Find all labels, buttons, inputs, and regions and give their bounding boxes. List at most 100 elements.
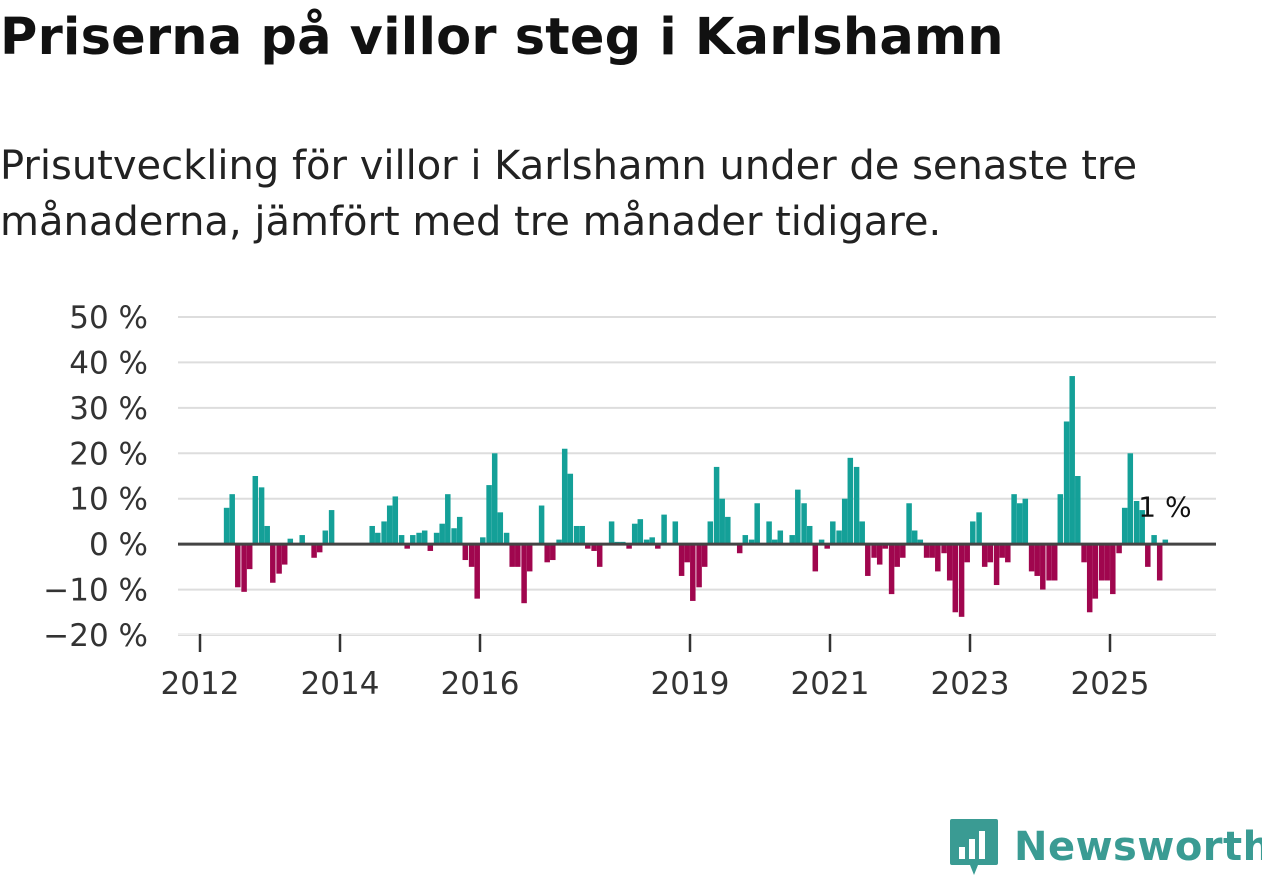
x-axis-labels: 2012 2014 2016 2019 2021 2023 2025 [161, 634, 1150, 702]
bar-negative [952, 544, 959, 613]
bar-negative [929, 544, 935, 558]
bar-negative [736, 544, 743, 554]
bar-positive [322, 530, 329, 545]
bar-negative [1040, 544, 1046, 590]
bar-positive [830, 521, 836, 545]
bar-positive [561, 448, 568, 545]
bar-negative [958, 544, 965, 617]
bar-positive [456, 516, 463, 545]
newsworthy-logo: Newsworthy [948, 816, 1262, 878]
bar-positive [637, 519, 644, 545]
bar-positive [1075, 476, 1081, 545]
bar-positive [906, 503, 912, 545]
bar-negative [941, 544, 947, 554]
bar-negative [882, 544, 889, 549]
bar-positive [725, 516, 731, 545]
bar-positive [451, 528, 457, 545]
bar-negative [1046, 544, 1052, 581]
bar-positive [369, 525, 375, 545]
bar-negative [678, 544, 685, 576]
bar-positive [1016, 503, 1023, 545]
bar-positive [1139, 510, 1145, 545]
bar-negative [311, 544, 317, 558]
bar-positive [503, 532, 510, 545]
bar-negative [1081, 544, 1087, 563]
bar-positive [777, 530, 784, 545]
bar-negative [894, 544, 900, 567]
bar-positive [1133, 500, 1140, 545]
bar-positive [748, 539, 755, 545]
bar-negative [1156, 544, 1163, 581]
end-value-label: 1 % [1138, 491, 1191, 524]
bar-negative [276, 544, 282, 574]
bar-positive [258, 487, 265, 545]
bar-positive [836, 530, 842, 545]
bar-negative [876, 544, 883, 565]
bar-positive [264, 525, 270, 545]
bar-positive [672, 521, 679, 545]
bar-positive [771, 539, 778, 545]
bar-negative [596, 544, 603, 567]
bar-negative [515, 544, 521, 567]
bar-positive [806, 525, 813, 545]
bar-positive [538, 505, 545, 545]
bar-negative [696, 544, 702, 588]
bar-negative [241, 544, 247, 592]
bar-negative [981, 544, 988, 567]
bar-negative [690, 544, 696, 601]
bar-positive [847, 457, 854, 545]
bar-negative [923, 544, 930, 558]
bar-negative [474, 544, 480, 599]
bar-positive [567, 473, 574, 545]
bar-positive [719, 498, 725, 545]
bar-negative [871, 544, 877, 558]
bar-positive [386, 505, 393, 545]
bar-negative [246, 544, 253, 570]
bar-negative [1116, 544, 1122, 554]
x-tick-label: 2025 [1071, 666, 1150, 702]
bar-negative [235, 544, 241, 588]
y-tick-label: −20 % [43, 618, 148, 654]
x-tick-label: 2014 [301, 666, 380, 702]
brand-name: Newsworthy [1014, 824, 1262, 870]
bar-negative [468, 544, 475, 567]
y-tick-label: −10 % [43, 573, 148, 609]
bar-positive [328, 510, 335, 545]
x-tick-label: 2019 [651, 666, 730, 702]
bar-positive [1151, 535, 1157, 545]
bar-positive [976, 512, 982, 545]
bar-negative [865, 544, 871, 576]
bar-positive [859, 521, 865, 545]
bar-positive [742, 535, 749, 545]
bar-negative [427, 544, 434, 551]
bar-negative [900, 544, 906, 558]
bar-positive [416, 532, 422, 545]
bar-negative [404, 544, 410, 549]
bar-negative [544, 544, 550, 563]
bar-positive [375, 532, 381, 545]
bar-positive [556, 539, 562, 545]
bar-negative [1005, 544, 1011, 563]
bar-negative [316, 544, 323, 553]
bar-positive [766, 521, 772, 545]
bar-negative [1092, 544, 1099, 599]
gridlines [178, 316, 1216, 636]
bar-negative [270, 544, 276, 583]
bar-positive [970, 521, 976, 545]
bar-positive [1057, 494, 1064, 545]
bar-positive [795, 489, 801, 545]
bar-positive [1069, 376, 1075, 545]
bar-positive [801, 503, 807, 545]
bar-positive [1127, 453, 1134, 545]
bar-positive [818, 539, 825, 545]
bar-positive [480, 537, 486, 545]
bar-negative [550, 544, 556, 561]
bar-negative [1086, 544, 1093, 613]
y-tick-label: 10 % [69, 482, 148, 518]
bar-positive [252, 476, 259, 545]
bar-positive [299, 535, 305, 545]
bar-positive [1022, 498, 1029, 545]
bar-positive [1121, 507, 1128, 545]
bar-positive [287, 538, 294, 545]
y-tick-label: 30 % [69, 391, 148, 427]
